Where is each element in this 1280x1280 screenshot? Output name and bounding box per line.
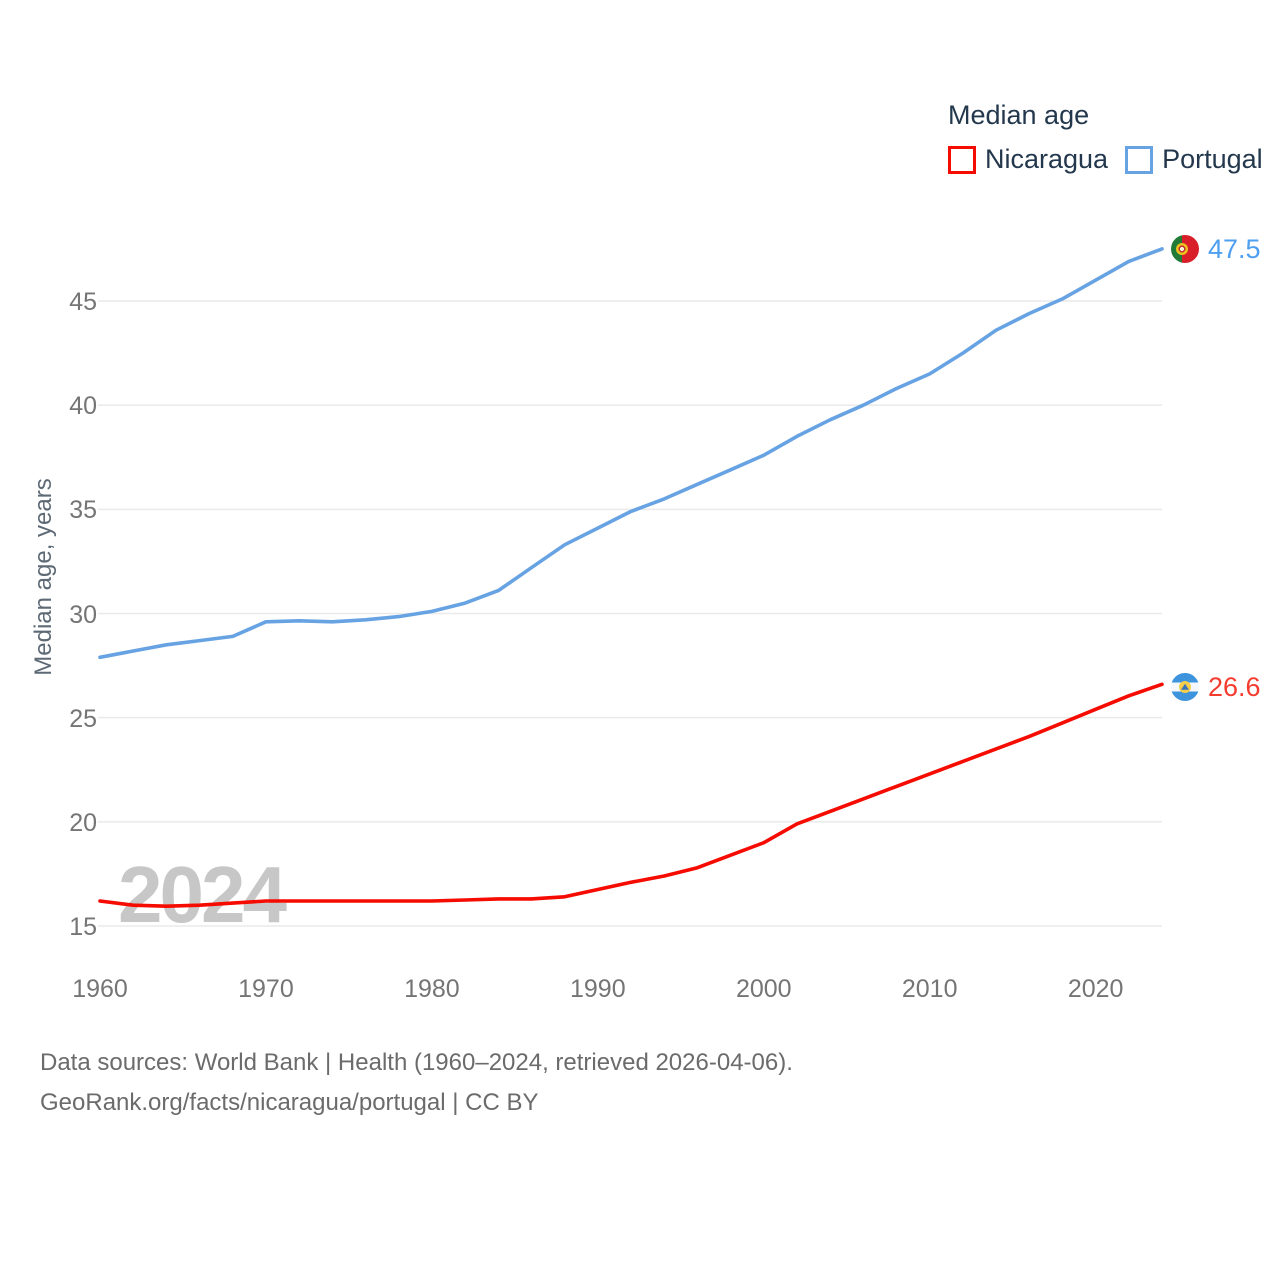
portugal-end-label: 47.5 <box>1169 233 1261 265</box>
x-tick-label: 2010 <box>901 975 958 1003</box>
legend-item-label: Nicaragua <box>985 144 1109 174</box>
portugal-end-value: 47.5 <box>1208 233 1261 264</box>
legend-item-portugal[interactable]: Portugal <box>1125 144 1263 175</box>
gridlines <box>98 300 1162 927</box>
x-tick-label: 1970 <box>238 975 294 1003</box>
series-lines <box>98 247 1164 908</box>
y-tick-label: 20 <box>69 808 97 837</box>
footer-attribution-line: GeoRank.org/facts/nicaragua/portugal | C… <box>40 1089 539 1116</box>
chart-plot-area: 2024 <box>98 247 1164 939</box>
x-tick-label: 1960 <box>72 975 128 1003</box>
nicaragua-flag-icon <box>1169 671 1201 703</box>
portugal-swatch-icon <box>1125 145 1154 174</box>
y-tick-label: 15 <box>69 913 97 941</box>
y-axis-title: Median age, years <box>30 478 57 676</box>
x-tick-label: 2000 <box>735 975 792 1003</box>
x-tick-label: 1980 <box>404 975 460 1003</box>
x-tick-label: 2020 <box>1067 975 1124 1003</box>
y-tick-label: 35 <box>69 496 97 525</box>
legend-item-label: Portugal <box>1162 144 1263 174</box>
portugal-line[interactable] <box>98 247 1164 660</box>
data-sources: Data sources: World Bank | Health (1960–… <box>40 1043 793 1123</box>
y-tick-label: 25 <box>69 704 97 733</box>
legend-item-nicaragua[interactable]: Nicaragua <box>948 144 1108 175</box>
nicaragua-swatch-icon <box>948 145 976 174</box>
legend-items: Nicaragua Portugal <box>948 144 1263 175</box>
nicaragua-line[interactable] <box>98 682 1164 908</box>
footer-sources-line: Data sources: World Bank | Health (1960–… <box>40 1049 793 1076</box>
portugal-flag-icon <box>1169 233 1201 265</box>
x-tick-label: 1990 <box>570 975 626 1003</box>
nicaragua-end-label: 26.6 <box>1169 671 1261 703</box>
nicaragua-end-value: 26.6 <box>1208 671 1261 702</box>
watermark-year: 2024 <box>118 850 287 939</box>
legend: Median age Nicaragua Portugal <box>948 100 1263 175</box>
y-tick-label: 40 <box>69 392 97 421</box>
legend-title: Median age <box>948 100 1090 130</box>
y-tick-label: 45 <box>69 288 97 316</box>
y-tick-label: 30 <box>69 600 97 629</box>
